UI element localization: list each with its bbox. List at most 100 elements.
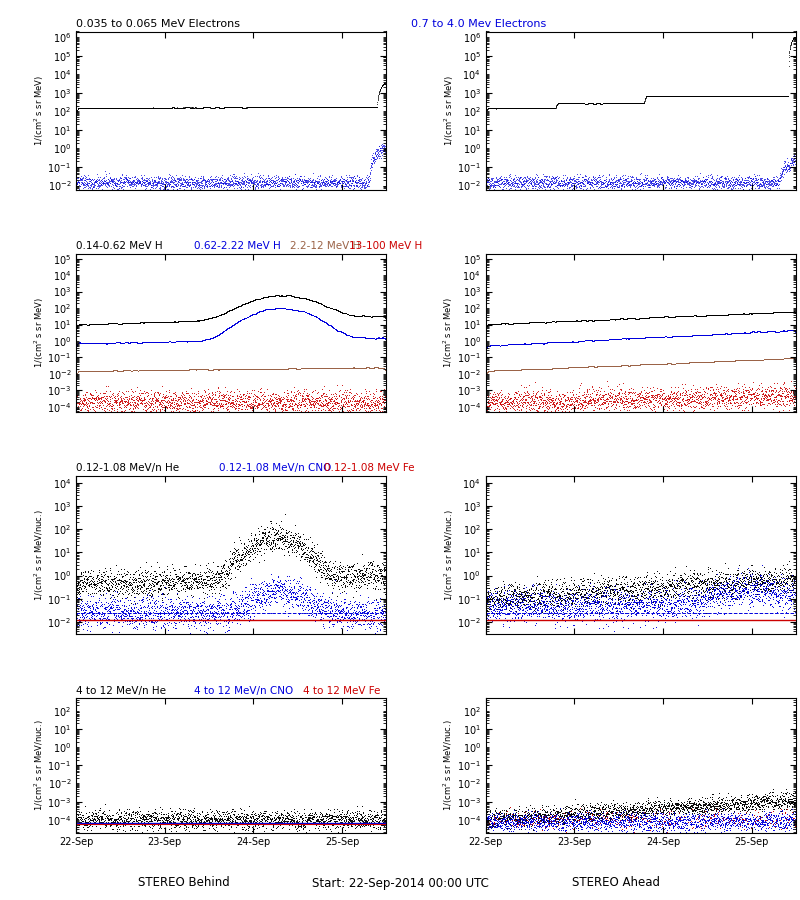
Point bbox=[554, 810, 566, 824]
Point bbox=[665, 384, 678, 399]
Point bbox=[528, 819, 541, 833]
Point bbox=[770, 88, 783, 103]
Point bbox=[512, 806, 525, 820]
Point bbox=[490, 317, 502, 331]
Point bbox=[272, 526, 285, 541]
Point bbox=[690, 819, 702, 833]
Point bbox=[778, 575, 790, 590]
Point bbox=[529, 809, 542, 824]
Point bbox=[570, 393, 583, 408]
Point bbox=[574, 359, 587, 374]
Point bbox=[200, 332, 213, 347]
Point bbox=[782, 161, 795, 176]
Point bbox=[602, 312, 614, 327]
Point bbox=[233, 176, 246, 191]
Point bbox=[222, 390, 235, 404]
Point bbox=[711, 354, 724, 368]
Point bbox=[142, 315, 155, 329]
Point bbox=[689, 356, 702, 370]
Point bbox=[648, 89, 661, 104]
Point bbox=[655, 799, 668, 814]
Point bbox=[526, 815, 538, 830]
Point bbox=[352, 361, 365, 375]
Point bbox=[509, 399, 522, 413]
Point bbox=[733, 176, 746, 191]
Point bbox=[600, 602, 613, 616]
Point bbox=[506, 338, 518, 352]
Point bbox=[606, 96, 619, 111]
Point bbox=[780, 397, 793, 411]
Point bbox=[266, 176, 278, 191]
Point bbox=[376, 400, 389, 415]
Point bbox=[342, 361, 355, 375]
Point bbox=[154, 315, 166, 329]
Point bbox=[217, 101, 230, 115]
Point bbox=[681, 328, 694, 343]
Point bbox=[290, 290, 302, 304]
Point bbox=[496, 101, 509, 115]
Point bbox=[614, 358, 626, 373]
Point bbox=[342, 597, 354, 611]
Point bbox=[188, 334, 201, 348]
Point bbox=[486, 338, 498, 352]
Point bbox=[289, 290, 302, 304]
Point bbox=[754, 353, 767, 367]
Point bbox=[239, 101, 252, 115]
Point bbox=[605, 806, 618, 820]
Point bbox=[573, 96, 586, 111]
Point bbox=[588, 313, 601, 328]
Point bbox=[79, 806, 92, 820]
Point bbox=[750, 395, 763, 410]
Point bbox=[333, 581, 346, 596]
Point bbox=[733, 326, 746, 340]
Point bbox=[777, 351, 790, 365]
Point bbox=[756, 88, 769, 103]
Point bbox=[729, 797, 742, 812]
Point bbox=[482, 101, 495, 115]
Point bbox=[304, 100, 317, 114]
Point bbox=[314, 806, 326, 820]
Point bbox=[200, 312, 213, 327]
Point bbox=[258, 522, 271, 536]
Point bbox=[603, 580, 616, 594]
Point bbox=[734, 306, 747, 320]
Point bbox=[524, 592, 537, 607]
Point bbox=[595, 96, 608, 111]
Point bbox=[616, 171, 629, 185]
Point bbox=[761, 175, 774, 189]
Point bbox=[717, 174, 730, 188]
Point bbox=[622, 598, 634, 612]
Point bbox=[271, 288, 284, 302]
Point bbox=[737, 794, 750, 808]
Point bbox=[593, 400, 606, 415]
Point bbox=[751, 799, 764, 814]
Point bbox=[85, 317, 98, 331]
Point bbox=[305, 308, 318, 322]
Point bbox=[116, 608, 129, 623]
Point bbox=[366, 565, 378, 580]
Point bbox=[369, 145, 382, 159]
Point bbox=[207, 101, 220, 115]
Point bbox=[556, 177, 569, 192]
Point bbox=[678, 89, 691, 104]
Point bbox=[194, 615, 206, 629]
Point bbox=[284, 361, 297, 375]
Point bbox=[162, 814, 174, 828]
Point bbox=[668, 310, 681, 324]
Point bbox=[679, 89, 692, 104]
Point bbox=[585, 96, 598, 111]
Point bbox=[344, 813, 357, 827]
Point bbox=[750, 173, 762, 187]
Point bbox=[613, 358, 626, 373]
Point bbox=[190, 100, 202, 114]
Point bbox=[296, 304, 309, 319]
Point bbox=[367, 151, 380, 166]
Point bbox=[521, 315, 534, 329]
Point bbox=[260, 362, 273, 376]
Point bbox=[609, 96, 622, 111]
Point bbox=[361, 330, 374, 345]
Point bbox=[177, 314, 190, 328]
Point bbox=[306, 166, 319, 180]
Point bbox=[779, 351, 792, 365]
Point bbox=[233, 592, 246, 607]
